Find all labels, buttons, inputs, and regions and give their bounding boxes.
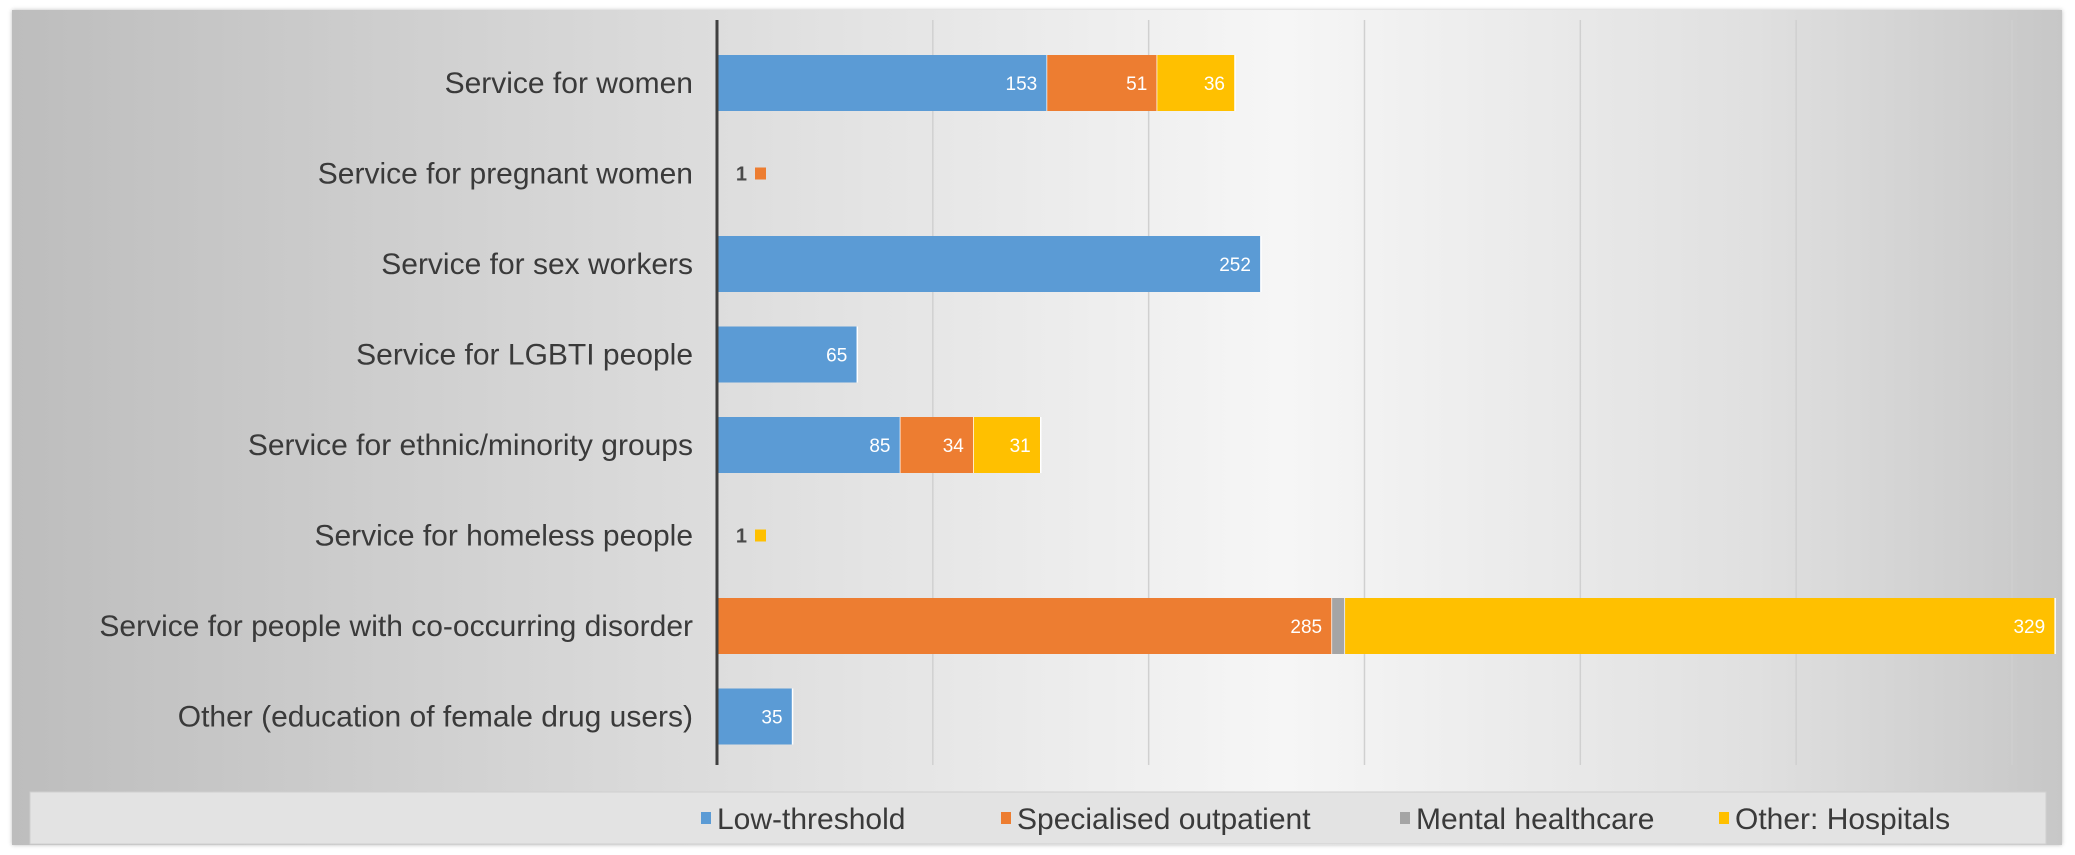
category-label: Other (education of female drug users) [178, 701, 693, 734]
data-label: 329 [2013, 617, 2045, 638]
legend-label: Low-threshold [717, 803, 905, 836]
data-label: 85 [869, 436, 890, 457]
bar-segment-other-hospitals [755, 529, 766, 542]
legend-item-low-threshold: Low-threshold [701, 803, 905, 836]
legend-box [29, 791, 2047, 845]
legend-swatch [701, 812, 711, 824]
bar-segment-other-hospitals [1345, 598, 2056, 654]
data-label: 285 [1290, 617, 1322, 638]
bar-segment-specialised-outpatient [717, 598, 1333, 654]
legend-swatch [1719, 812, 1729, 824]
data-label: 31 [1010, 436, 1031, 457]
category-label: Service for ethnic/minority groups [248, 429, 693, 462]
category-label: Service for women [445, 67, 693, 100]
bar-segment-low-threshold [717, 326, 858, 383]
legend-item-mental-healthcare: Mental healthcare [1400, 803, 1654, 836]
data-label: 35 [761, 708, 782, 729]
bar-segment-low-threshold [717, 236, 1261, 292]
legend-swatch [1400, 812, 1410, 824]
legend-item-specialised-outpatient: Specialised outpatient [1001, 803, 1311, 836]
bar-segment-specialised-outpatient [900, 417, 974, 473]
data-label: 1 [736, 164, 747, 186]
category-label: Service for people with co-occurring dis… [99, 610, 693, 643]
legend: Low-threshold Specialised outpatient Menta… [701, 803, 1950, 836]
data-label: 65 [826, 346, 847, 367]
data-label: 1 [736, 526, 747, 548]
data-label: 51 [1126, 74, 1147, 95]
bars: 15351361252658534311285632935 [717, 55, 2056, 745]
legend-label: Other: Hospitals [1735, 803, 1950, 836]
bar-segment-specialised-outpatient [1047, 55, 1158, 111]
data-label: 153 [1006, 74, 1038, 95]
legend-item-other-hospitals: Other: Hospitals [1719, 803, 1950, 836]
legend-label: Specialised outpatient [1017, 803, 1311, 836]
bar-segment-other-hospitals [1157, 55, 1235, 111]
bar-segment-low-threshold [717, 688, 793, 745]
data-label: 34 [943, 436, 965, 457]
bar-segment-other-hospitals [973, 417, 1041, 473]
data-label: 252 [1219, 255, 1251, 276]
bar-segment-specialised-outpatient [755, 167, 766, 180]
bar-segment-low-threshold [717, 55, 1048, 111]
category-label: Service for pregnant women [318, 158, 693, 191]
data-label: 36 [1204, 74, 1225, 95]
category-label: Service for homeless people [314, 520, 693, 553]
legend-swatch [1001, 812, 1011, 824]
bar-segment-low-threshold [717, 417, 901, 473]
legend-label: Mental healthcare [1416, 803, 1654, 836]
category-label: Service for LGBTI people [356, 339, 693, 372]
category-labels: Service for women Service for pregnant wo… [99, 67, 693, 734]
category-label: Service for sex workers [381, 248, 693, 281]
bar-segment-mental-healthcare [1332, 598, 1346, 654]
